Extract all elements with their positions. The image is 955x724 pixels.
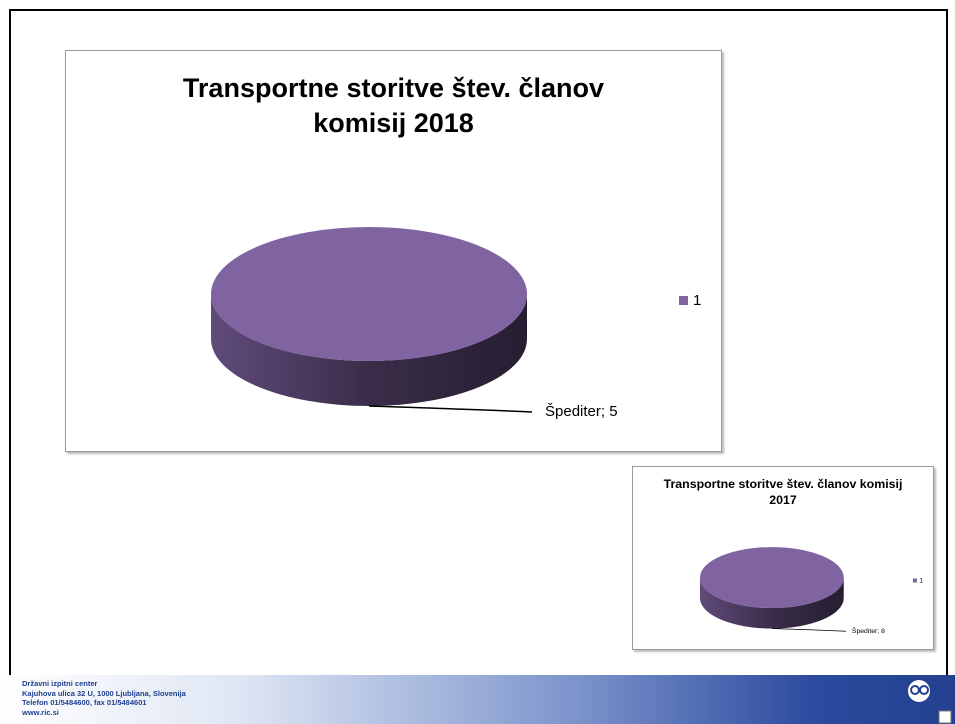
logo bbox=[908, 680, 952, 724]
footer-text: Državni izpitni center Kajuhova ulica 32 … bbox=[22, 679, 186, 717]
pie-side bbox=[699, 577, 844, 629]
data-label: Špediter; 8 bbox=[852, 626, 885, 635]
data-label: Špediter; 5 bbox=[545, 403, 618, 420]
footer-line: Državni izpitni center bbox=[22, 679, 98, 688]
footer: Državni izpitni center Kajuhova ulica 32 … bbox=[0, 675, 955, 724]
legend-swatch bbox=[912, 578, 917, 583]
pie-area: Špediter; 5 1 bbox=[211, 227, 701, 420]
footer-line: Telefon 01/5484600, fax 01/5484601 bbox=[22, 698, 147, 707]
page-number-box bbox=[938, 710, 952, 724]
leader-line bbox=[771, 628, 847, 632]
chart-title: Transportne storitve štev. članov komisi… bbox=[663, 477, 903, 508]
footer-line: Kajuhova ulica 32 U, 1000 Ljubljana, Slo… bbox=[22, 688, 186, 698]
pie-slice bbox=[699, 547, 844, 609]
pie-slice bbox=[211, 227, 527, 361]
legend-label: 1 bbox=[693, 292, 701, 309]
footer-line: www.ric.si bbox=[22, 707, 59, 717]
chart-title: Transportne storitve štev. članov komisi… bbox=[182, 73, 605, 139]
logo-eye bbox=[919, 685, 929, 695]
legend-label: 1 bbox=[919, 578, 923, 585]
legend-swatch bbox=[679, 296, 688, 305]
leader-line bbox=[368, 405, 533, 413]
slide-frame bbox=[9, 9, 948, 711]
pie-side bbox=[211, 294, 527, 406]
chart: Transportne storitve štev. članov komisi… bbox=[632, 466, 934, 650]
chart: Transportne storitve štev. članov komisi… bbox=[65, 50, 722, 452]
pie-area: Špediter; 8 1 bbox=[699, 547, 923, 635]
